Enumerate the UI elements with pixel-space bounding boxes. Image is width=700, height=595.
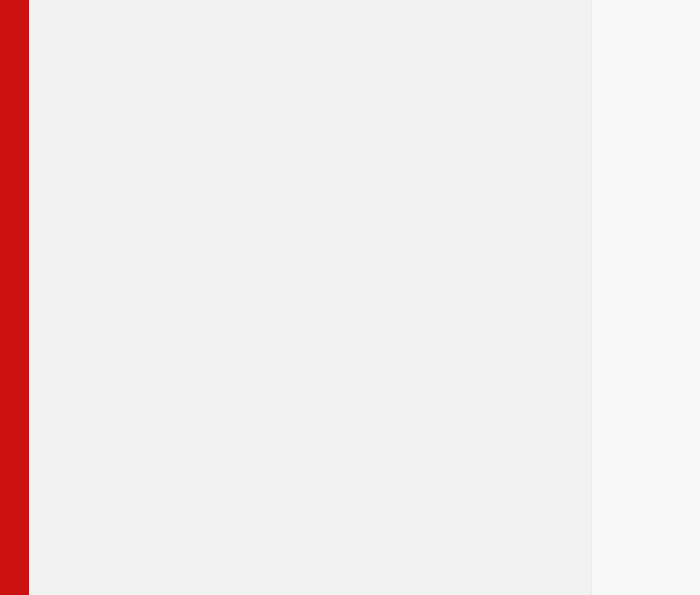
Bar <box>287 181 288 182</box>
Text: or wedge bond to indicate stereochemistry of substituents on: or wedge bond to indicate stereochemistr… <box>84 70 537 84</box>
Text: Draw Enantiomer: Draw Enantiomer <box>145 471 261 484</box>
Bar <box>284 142 293 145</box>
Bar <box>284 151 291 154</box>
Text: Draw the enantiomer of the molecule shown below. Use a dash: Draw the enantiomer of the molecule show… <box>78 39 542 54</box>
Bar <box>281 121 294 126</box>
Text: Br: Br <box>290 99 308 117</box>
Bar <box>283 131 293 135</box>
Text: Pl: Pl <box>596 255 608 269</box>
Text: asymmetric centers, where applicable.: asymmetric centers, where applicable. <box>168 101 453 115</box>
Bar <box>286 171 290 173</box>
Bar <box>286 161 290 164</box>
